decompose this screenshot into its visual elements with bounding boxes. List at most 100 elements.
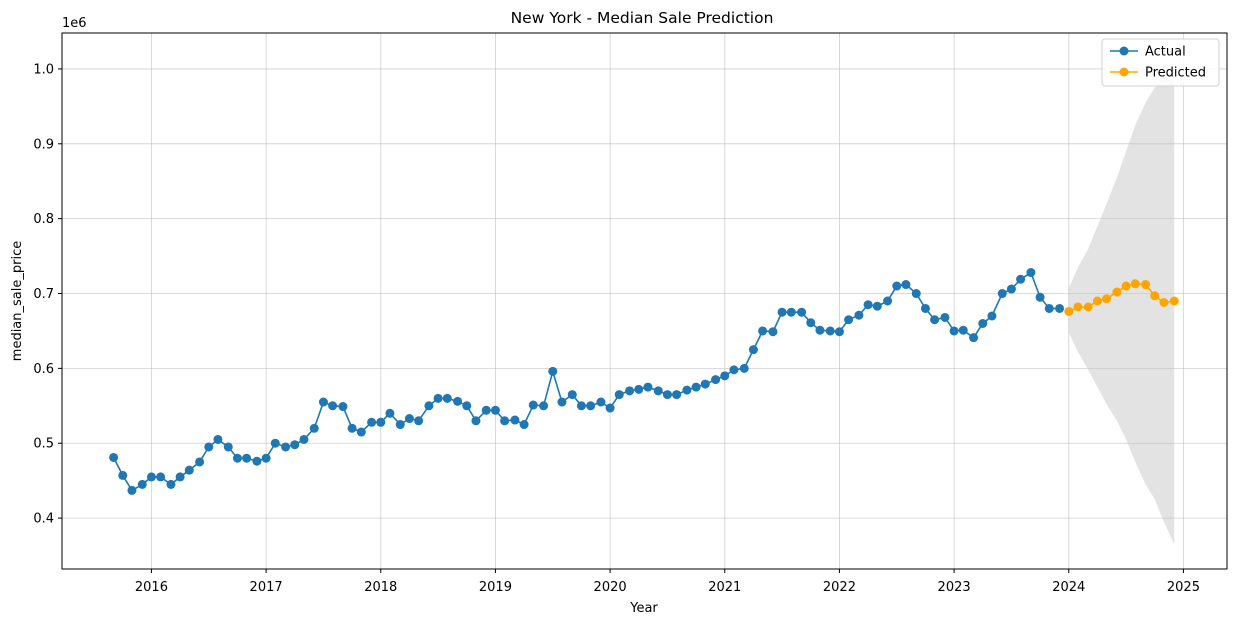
data-point xyxy=(863,300,873,310)
data-point xyxy=(643,382,653,392)
series-actual xyxy=(109,268,1065,495)
data-point xyxy=(700,379,710,389)
data-point xyxy=(940,312,950,322)
data-point xyxy=(682,385,692,395)
data-point xyxy=(786,307,796,317)
data-point xyxy=(605,403,615,413)
data-point xyxy=(261,453,271,463)
data-point xyxy=(232,453,242,463)
data-point xyxy=(1083,302,1093,312)
series-layer xyxy=(109,268,1179,495)
data-point xyxy=(672,390,682,400)
data-point xyxy=(662,390,672,400)
y-offset-label: 1e6 xyxy=(62,16,87,31)
data-point xyxy=(711,375,721,385)
data-point xyxy=(252,456,262,466)
x-tick-label: 2025 xyxy=(1167,580,1200,595)
legend-label: Predicted xyxy=(1145,66,1206,81)
data-point xyxy=(204,442,214,452)
data-point xyxy=(548,366,558,376)
data-point xyxy=(987,311,997,321)
y-tick-label: 0.4 xyxy=(33,512,54,527)
data-point xyxy=(299,434,309,444)
data-point xyxy=(376,417,386,427)
data-point xyxy=(490,405,500,415)
data-point xyxy=(978,318,988,328)
data-point xyxy=(1026,268,1036,278)
data-point xyxy=(481,405,491,415)
data-point xyxy=(825,326,835,336)
data-point xyxy=(433,393,443,403)
x-tick-label: 2018 xyxy=(364,580,397,595)
series-predicted xyxy=(1064,279,1179,316)
data-point xyxy=(338,402,348,412)
data-point xyxy=(567,390,577,400)
x-tick-label: 2022 xyxy=(823,580,856,595)
data-point xyxy=(281,442,291,452)
data-point xyxy=(404,414,414,424)
data-point xyxy=(471,416,481,426)
data-point xyxy=(328,401,338,411)
data-point xyxy=(242,453,252,463)
data-point xyxy=(1159,297,1169,307)
y-tick-label: 0.7 xyxy=(33,287,54,302)
data-point xyxy=(356,427,366,437)
data-point xyxy=(528,400,538,410)
data-point xyxy=(596,397,606,407)
x-tick-label: 2021 xyxy=(708,580,741,595)
y-tick-label: 0.5 xyxy=(33,437,54,452)
data-point xyxy=(1150,291,1160,301)
x-tick-label: 2019 xyxy=(479,580,512,595)
data-point xyxy=(614,390,624,400)
x-tick-label: 2020 xyxy=(594,580,627,595)
data-point xyxy=(1092,296,1102,306)
data-point xyxy=(729,365,739,375)
data-point xyxy=(883,296,893,306)
data-point xyxy=(166,479,176,489)
data-point xyxy=(1102,294,1112,304)
data-point xyxy=(844,315,854,325)
data-point xyxy=(586,401,596,411)
data-point xyxy=(118,470,128,480)
data-point xyxy=(872,301,882,311)
x-tick-label: 2017 xyxy=(250,580,283,595)
data-point xyxy=(109,452,119,462)
data-point xyxy=(777,307,787,317)
data-point xyxy=(815,325,825,335)
data-point xyxy=(519,420,529,430)
data-point xyxy=(1073,302,1083,312)
data-point xyxy=(309,423,319,433)
data-point xyxy=(453,396,463,406)
data-point xyxy=(414,416,424,426)
data-point xyxy=(175,472,185,482)
data-point xyxy=(347,423,357,433)
data-point xyxy=(1141,280,1151,290)
grid xyxy=(62,33,1227,569)
data-point xyxy=(557,397,567,407)
data-point xyxy=(539,401,549,411)
data-point xyxy=(901,280,911,290)
chart-title: New York - Median Sale Prediction xyxy=(511,9,774,27)
x-axis-label: Year xyxy=(629,601,658,616)
y-tick-label: 0.6 xyxy=(33,362,54,377)
data-point xyxy=(442,393,452,403)
data-point xyxy=(290,440,300,450)
data-point xyxy=(768,327,778,337)
data-point xyxy=(892,281,902,291)
y-tick-label: 0.9 xyxy=(33,137,54,152)
y-tick-label: 0.8 xyxy=(33,212,54,227)
data-point xyxy=(1169,296,1179,306)
data-point xyxy=(576,401,586,411)
data-point xyxy=(739,363,749,373)
data-point xyxy=(997,289,1007,299)
data-point xyxy=(156,472,166,482)
data-point xyxy=(385,408,395,418)
data-point xyxy=(720,371,730,381)
data-point xyxy=(758,326,768,336)
confidence-band xyxy=(1068,68,1175,545)
data-point xyxy=(625,386,635,396)
y-axis-label: median_sale_price xyxy=(10,241,25,361)
legend-marker xyxy=(1119,67,1129,77)
data-point xyxy=(1112,287,1122,297)
data-point xyxy=(424,401,434,411)
